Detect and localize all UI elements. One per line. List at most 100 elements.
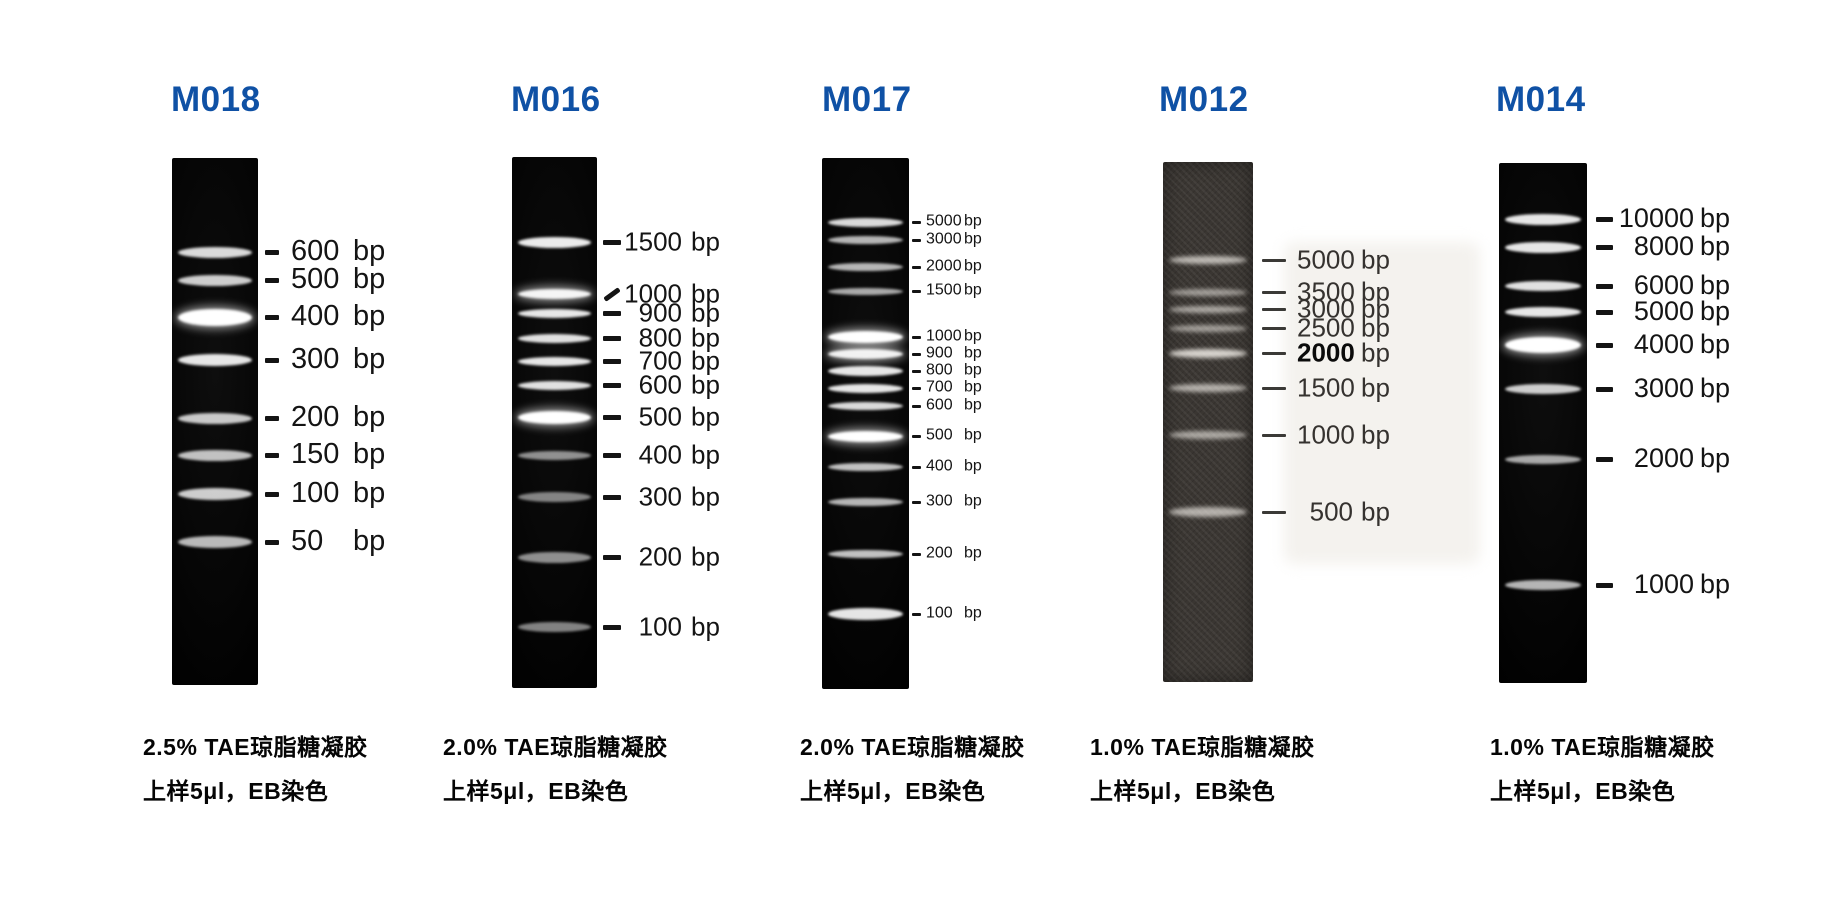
band-unit-label: bp (964, 378, 982, 396)
ladder-title-M018: M018 (171, 80, 261, 119)
tick-M017-1500 (912, 289, 921, 293)
band-size-label: 100 (638, 611, 682, 642)
band-M018-600 (178, 246, 252, 258)
band-M018-50 (178, 536, 252, 548)
band-unit-label: bp (353, 524, 386, 557)
band-label-M016-800: 800 bp (624, 324, 720, 350)
band-M014-6000 (1505, 281, 1581, 291)
band-size-label: 5000 (1633, 295, 1694, 326)
band-M018-300 (178, 354, 252, 366)
band-unit-label: bp (1361, 244, 1390, 275)
band-unit-label: bp (353, 262, 386, 295)
tick-M017-1000 (912, 335, 921, 339)
band-M018-400 (178, 308, 252, 326)
band-size-label: 100 (291, 476, 340, 509)
tick-M017-700 (912, 386, 921, 390)
band-unit-label: bp (1361, 496, 1390, 527)
band-unit-label: bp (964, 230, 982, 248)
tick-M017-600 (912, 404, 921, 408)
band-label-M016-500: 500 bp (624, 403, 720, 429)
band-label-M016-900: 900 bp (624, 299, 720, 325)
band-M012-2000 (1169, 348, 1247, 358)
band-unit-label: bp (353, 299, 386, 332)
tick-M014-5000 (1596, 309, 1613, 315)
band-label-M017-1500: 1500 bp (926, 282, 982, 299)
band-unit-label: bp (691, 278, 720, 309)
band-unit-label: bp (1700, 568, 1731, 599)
caption-loading-M017: 上样5μl，EB染色 (800, 778, 986, 804)
band-unit-label: bp (353, 476, 386, 509)
band-label-M012-1000: 1000 bp (1297, 421, 1390, 447)
band-size-label: 200 (638, 541, 682, 572)
band-M012-2500 (1169, 324, 1247, 332)
gel-lane-M014 (1499, 163, 1587, 683)
band-label-M014-10000: 10000 bp (1618, 204, 1730, 232)
band-label-M018-200: 200 bp (291, 402, 385, 432)
band-size-label: 1500 (624, 226, 682, 257)
band-label-M014-4000: 4000 bp (1618, 330, 1730, 358)
band-size-label: 1500 (1297, 372, 1355, 403)
band-M014-3000 (1505, 384, 1581, 394)
band-label-M014-2000: 2000 bp (1618, 442, 1730, 473)
band-M018-100 (178, 488, 252, 500)
band-size-label: 2000 (1633, 442, 1694, 473)
band-unit-label: bp (691, 297, 720, 328)
band-size-label: 3000 (1633, 372, 1694, 403)
band-M012-5000 (1169, 256, 1247, 264)
band-size-label: 400 (291, 299, 340, 332)
tick-M012-3000 (1262, 307, 1286, 311)
band-size-label: 2500 (1297, 312, 1355, 343)
band-size-label: 900 (926, 344, 953, 362)
band-label-M017-600: 600 bp (926, 397, 982, 414)
band-unit-label: bp (964, 344, 982, 362)
tick-M017-200 (912, 552, 921, 556)
band-label-M014-3000: 3000 bp (1618, 372, 1730, 403)
gel-lane-M016 (512, 157, 597, 688)
band-size-label: 1000 (926, 327, 962, 345)
band-M017-400 (828, 463, 903, 471)
tick-M016-800 (603, 335, 621, 341)
band-size-label: 6000 (1633, 269, 1694, 300)
band-label-M016-400: 400 bp (624, 441, 720, 467)
tick-M016-1500 (603, 239, 621, 245)
tick-M016-600 (603, 382, 621, 388)
band-label-M016-1000: 1000 bp (624, 280, 720, 306)
tick-M016-400 (603, 452, 621, 458)
band-unit-label: bp (964, 492, 982, 510)
band-M014-10000 (1505, 213, 1581, 225)
band-size-label: 500 (926, 426, 953, 444)
band-M016-600 (517, 380, 592, 390)
tick-M016-100 (603, 624, 621, 630)
band-label-M017-3000: 3000 bp (926, 230, 982, 248)
tick-M012-1000 (1262, 433, 1286, 437)
band-size-label: 3000 (1297, 293, 1355, 324)
band-M014-4000 (1505, 337, 1581, 353)
band-M018-200 (178, 412, 252, 424)
band-label-M014-5000: 5000 bp (1618, 295, 1730, 326)
band-unit-label: bp (691, 369, 720, 400)
band-size-label: 800 (926, 361, 953, 379)
band-M017-200 (828, 550, 903, 558)
gel-lane-M017 (822, 158, 909, 689)
band-M016-500 (517, 410, 592, 424)
band-size-label: 1000 (1633, 568, 1694, 599)
band-M017-5000 (828, 217, 903, 227)
band-M016-400 (517, 450, 592, 460)
band-unit-label: bp (691, 481, 720, 512)
band-size-label: 400 (926, 457, 953, 475)
band-M017-2000 (828, 263, 903, 271)
band-unit-label: bp (1361, 312, 1390, 343)
ladder-title-M012: M012 (1159, 80, 1249, 119)
band-unit-label: bp (1361, 276, 1390, 307)
band-unit-label: bp (1361, 293, 1390, 324)
caption-gel-type-M012: 1.0% TAE琼脂糖凝胶 (1090, 734, 1315, 760)
band-label-M016-600: 600 bp (624, 371, 720, 397)
gel-lane-M012 (1163, 162, 1253, 682)
caption-gel-type-M016: 2.0% TAE琼脂糖凝胶 (443, 734, 668, 760)
tick-M012-2000 (1262, 351, 1286, 355)
band-M016-100 (517, 622, 592, 632)
tick-M012-5000 (1262, 258, 1286, 262)
band-label-M012-3000: 3000 bp (1297, 295, 1390, 321)
band-label-M012-2500: 2500 bp (1297, 314, 1390, 340)
band-M012-1000 (1169, 431, 1247, 439)
